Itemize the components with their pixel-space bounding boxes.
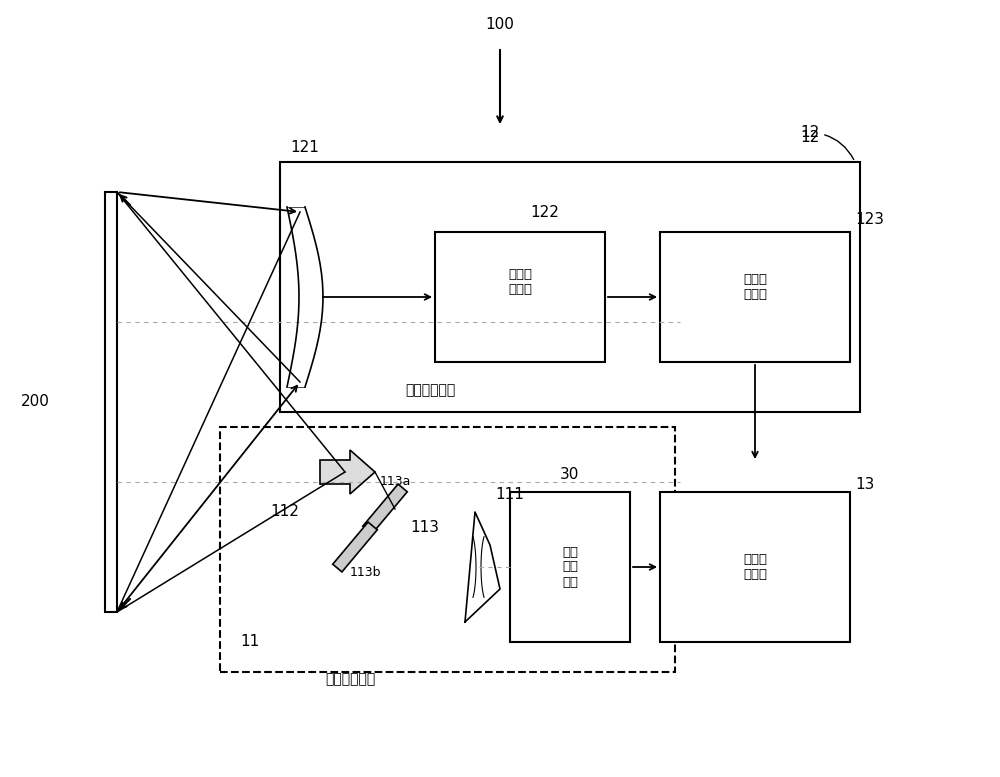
Polygon shape: [363, 484, 407, 534]
Text: 200: 200: [21, 395, 49, 409]
FancyBboxPatch shape: [435, 232, 605, 362]
Bar: [105, 192, 117, 612]
Polygon shape: [333, 522, 377, 572]
Text: 激光接收组件: 激光接收组件: [405, 383, 455, 397]
Text: 13: 13: [855, 477, 874, 492]
FancyBboxPatch shape: [660, 492, 850, 642]
Polygon shape: [320, 450, 375, 494]
Text: 100: 100: [486, 17, 514, 32]
Text: 121: 121: [291, 140, 319, 155]
Text: 阵列探
测单元: 阵列探 测单元: [508, 268, 532, 296]
Text: 12: 12: [800, 130, 819, 145]
Text: 11: 11: [240, 635, 260, 650]
Text: 113a: 113a: [380, 476, 411, 489]
FancyBboxPatch shape: [660, 232, 850, 362]
Text: 112: 112: [271, 504, 299, 520]
Text: 30: 30: [560, 467, 580, 482]
Text: 激光
发生
单元: 激光 发生 单元: [562, 545, 578, 588]
Text: 123: 123: [855, 212, 884, 227]
Text: 数据处
理组件: 数据处 理组件: [743, 553, 767, 581]
Text: 111: 111: [496, 487, 524, 502]
Text: 113: 113: [410, 520, 439, 535]
Text: 模拟放
大单元: 模拟放 大单元: [743, 273, 767, 301]
Text: 12: 12: [800, 125, 854, 159]
Text: 113b: 113b: [350, 566, 382, 579]
FancyBboxPatch shape: [510, 492, 630, 642]
Text: 122: 122: [530, 205, 559, 220]
Text: 激光发射组件: 激光发射组件: [325, 672, 375, 686]
